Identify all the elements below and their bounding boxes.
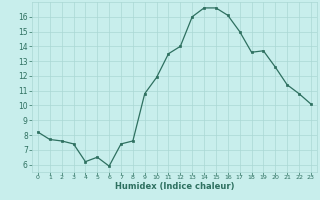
X-axis label: Humidex (Indice chaleur): Humidex (Indice chaleur) xyxy=(115,182,234,191)
